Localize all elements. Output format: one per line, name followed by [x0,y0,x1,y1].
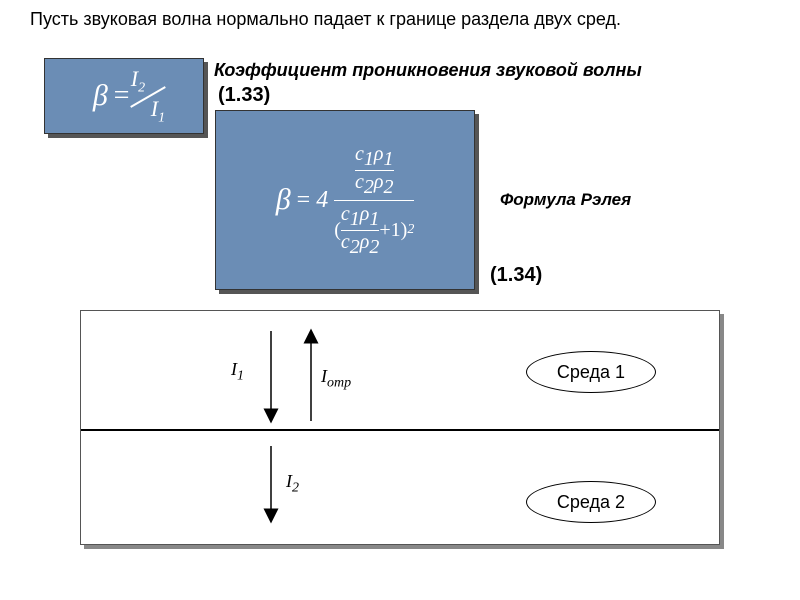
equals: = [112,80,131,112]
beta-symbol: β [93,79,108,113]
formula-rayleigh: β = 4 c1ρ1 c2ρ2 ( c1ρ1 [215,110,475,290]
formula-beta-definition: β = I2 I1 [44,58,204,134]
label-Iref: Iотр [321,366,351,392]
medium-2-label: Среда 2 [526,481,656,523]
heading-text: Коэффициент проникновения звуковой волны [214,60,642,81]
eq-number-1-34: (1.34) [490,264,542,287]
medium-1-label: Среда 1 [526,351,656,393]
label-I1: I1 [231,359,244,385]
label-I2: I2 [286,471,299,497]
interface-line [81,429,719,431]
two-media-diagram: I1 Iотр I2 Среда 1 Среда 2 [80,310,720,545]
intro-text: Пусть звуковая волна нормально падает к … [30,8,750,31]
eq-number-1-33: (1.33) [218,84,270,107]
rayleigh-formula-label: Формула Рэлея [500,190,631,210]
